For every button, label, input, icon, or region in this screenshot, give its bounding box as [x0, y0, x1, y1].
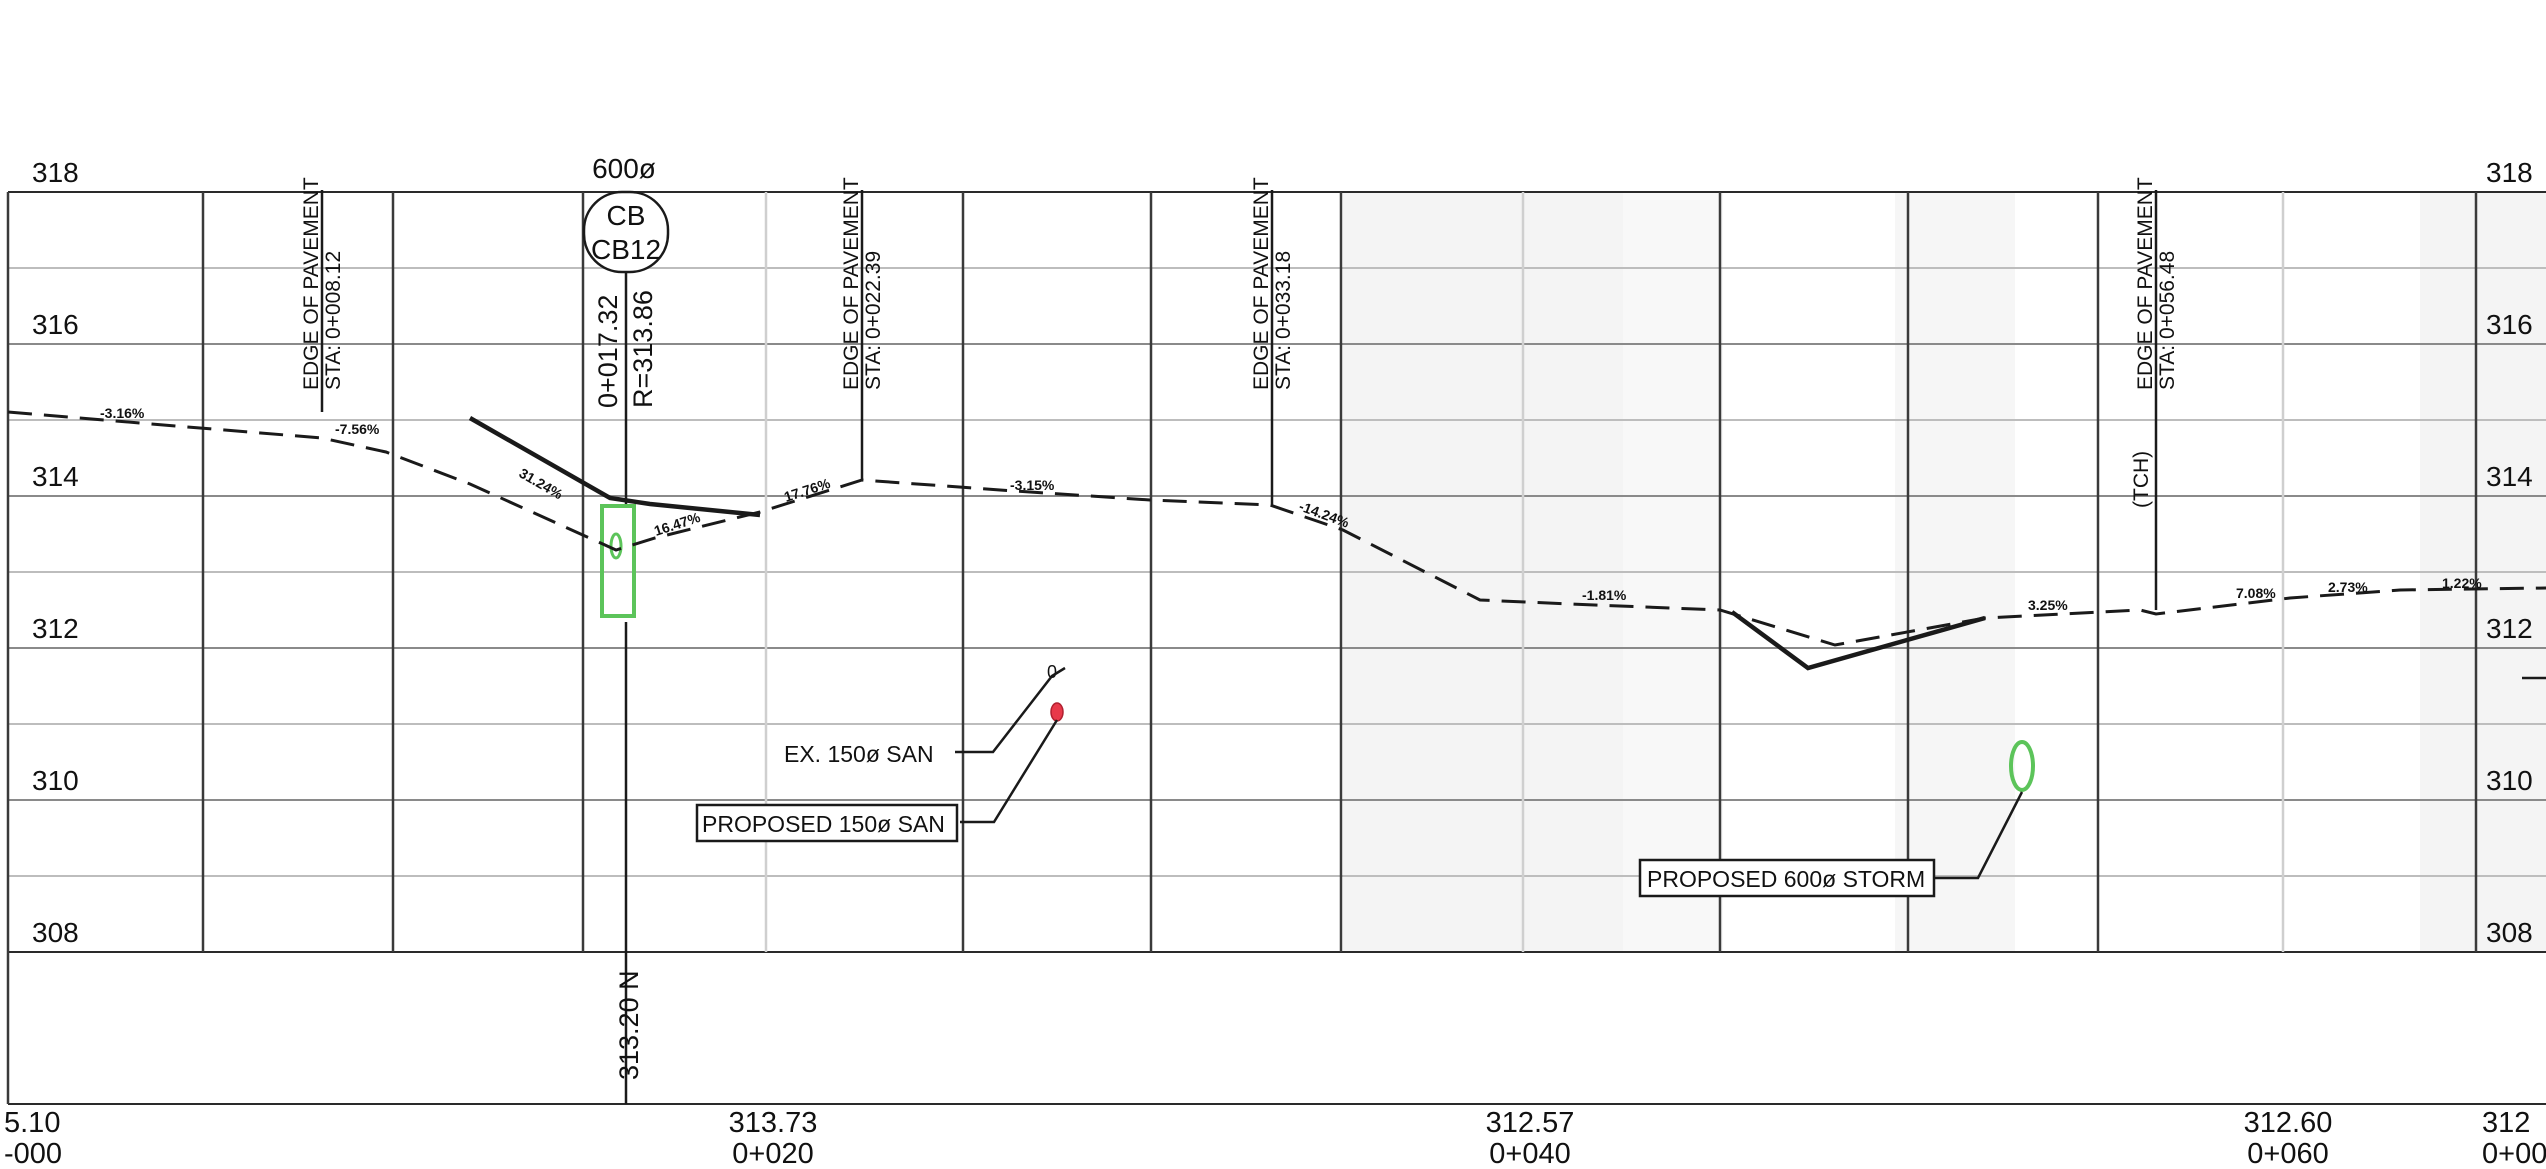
- slope-label: 2.73%: [2328, 579, 2368, 595]
- station-elevation-label: 312.57: [1486, 1107, 1575, 1139]
- station-elevation-label: 312: [2482, 1107, 2530, 1139]
- elevation-label: 310: [2486, 765, 2533, 796]
- elevation-label: 308: [2486, 917, 2533, 948]
- proposed-storm-callout: PROPOSED 600ø STORM: [1647, 866, 1925, 892]
- elevation-label: 312: [2486, 613, 2533, 644]
- elevation-label: 314: [32, 461, 79, 492]
- station-elevation-label: 312.60: [2244, 1107, 2333, 1139]
- edge-of-pavement-station: STA: 0+022.39: [862, 251, 885, 390]
- station-label: 0+060: [2247, 1138, 2328, 1169]
- station-elevation-label: 5.10: [4, 1107, 60, 1139]
- catch-basin-id: CB12: [591, 234, 661, 265]
- edge-of-pavement-title: EDGE OF PAVEMENT: [300, 177, 323, 390]
- proposed-storm-pipe: [2009, 740, 2035, 792]
- horizontal-grid: [8, 191, 2546, 1105]
- pipe-size-label: 600ø: [592, 153, 656, 184]
- station-axis: 5.10 -000 313.73 0+020 312.57 0+040 312.…: [4, 1107, 2546, 1169]
- slope-label: 1.22%: [2442, 575, 2482, 591]
- existing-san-callout: EX. 150ø SAN: [784, 741, 934, 767]
- invert-label: 313.20 N: [614, 970, 644, 1080]
- elevation-label: 318: [32, 157, 79, 188]
- elevation-label: 314: [2486, 461, 2533, 492]
- existing-ground-profile: [7, 410, 2546, 647]
- proposed-san-pipe: [1050, 702, 1064, 722]
- tch-label: (TCH): [2130, 451, 2153, 508]
- edge-of-pavement-title: EDGE OF PAVEMENT: [2134, 177, 2157, 390]
- proposed-san-callout: PROPOSED 150ø SAN: [702, 811, 945, 837]
- edge-of-pavement-title: EDGE OF PAVEMENT: [1250, 177, 1273, 390]
- slope-labels: -3.16% -7.56% 31.24% 16.47% 17.76% -3.15…: [100, 405, 2482, 613]
- catch-basin-type: CB: [607, 200, 646, 231]
- catch-basin: 600ø CB CB12 0+017.32 R=313.86 313.20 N: [582, 153, 670, 1104]
- slope-label: 17.76%: [782, 475, 833, 505]
- station-label: 0+040: [1489, 1138, 1570, 1169]
- elevation-label: 316: [32, 309, 79, 340]
- edge-of-pavement-markers: [320, 190, 2158, 610]
- proposed-profile: [468, 416, 761, 518]
- slope-label: 7.08%: [2236, 585, 2276, 601]
- slope-label: -7.56%: [335, 421, 380, 437]
- slope-label: 3.25%: [2028, 597, 2068, 613]
- catch-basin-station: 0+017.32: [593, 295, 623, 408]
- station-label: 0+00: [2482, 1138, 2546, 1169]
- proposed-san-callout-box: [695, 803, 959, 843]
- proposed-profile: [1730, 610, 1986, 671]
- storm-structure: [600, 504, 636, 618]
- elevation-label: 312: [32, 613, 79, 644]
- catch-basin-rim: R=313.86: [628, 290, 658, 408]
- slope-label: -3.15%: [1010, 477, 1055, 493]
- slope-label: 16.47%: [652, 509, 703, 539]
- elevation-label: 316: [2486, 309, 2533, 340]
- slope-label: -3.16%: [100, 405, 145, 421]
- proposed-storm-callout-box: [1638, 858, 1936, 898]
- edge-of-pavement-station: STA: 0+056.48: [2156, 251, 2179, 390]
- edge-of-pavement-station: STA: 0+033.18: [1272, 251, 1295, 390]
- edge-of-pavement-title: EDGE OF PAVEMENT: [840, 177, 863, 390]
- station-label: 0+020: [732, 1138, 813, 1169]
- existing-san-marker-label: 0: [1047, 662, 1057, 682]
- elevation-axis-left: 318 316 314 312 310 308: [32, 157, 79, 948]
- station-elevation-label: 313.73: [729, 1107, 818, 1139]
- elevation-label: 310: [32, 765, 79, 796]
- storm-pipe-section: [609, 532, 623, 560]
- slope-label: -1.81%: [1582, 587, 1627, 603]
- elevation-label: 318: [2486, 157, 2533, 188]
- elevation-axis-right: 318 316 314 312 310 308: [2486, 157, 2533, 948]
- elevation-label: 308: [32, 917, 79, 948]
- station-label: -000: [4, 1138, 62, 1169]
- edge-of-pavement-station: STA: 0+008.12: [322, 251, 345, 390]
- sanitary-pipes: 0: [955, 662, 1066, 824]
